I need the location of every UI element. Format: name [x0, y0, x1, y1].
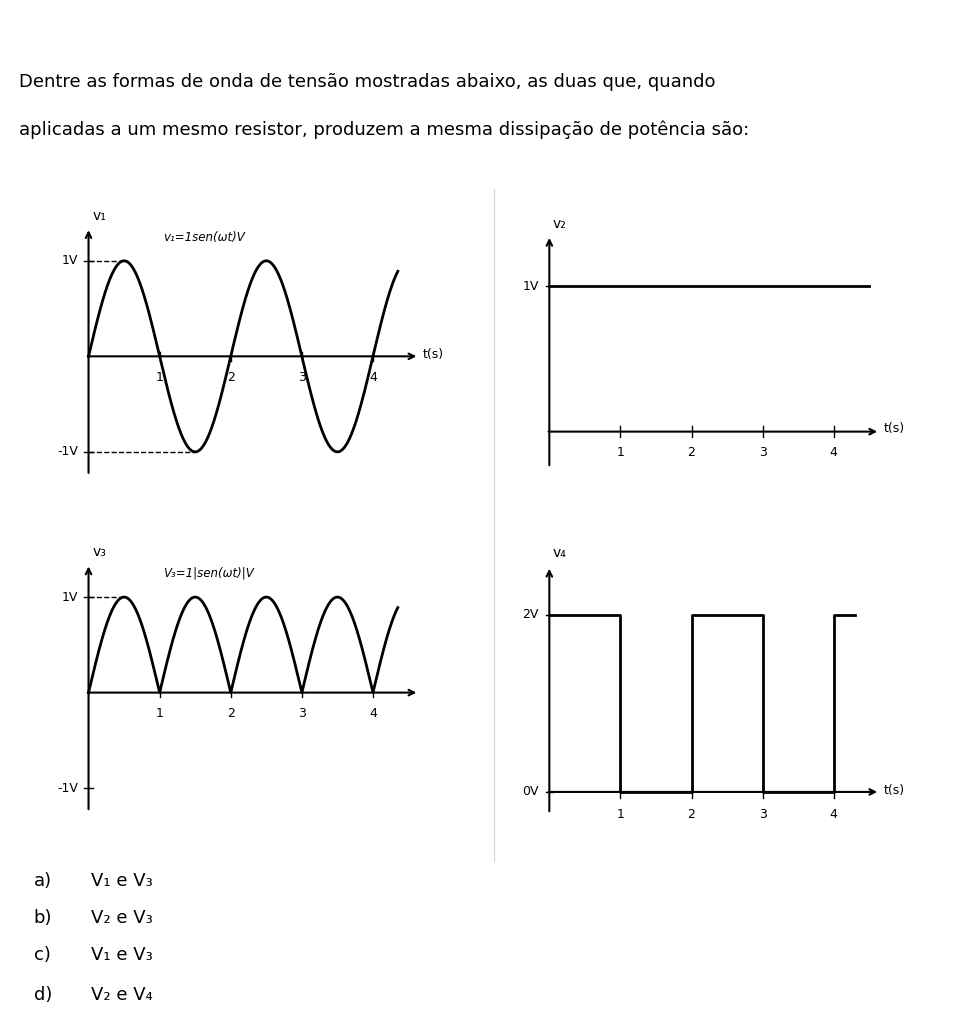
Text: aplicadas a um mesmo resistor, produzem a mesma dissipação de potência são:: aplicadas a um mesmo resistor, produzem … [19, 120, 749, 139]
Text: b): b) [34, 909, 52, 927]
Text: 4: 4 [369, 707, 377, 720]
Text: 1: 1 [616, 446, 624, 460]
Text: V₂ e V₄: V₂ e V₄ [91, 986, 153, 1005]
Text: t(s): t(s) [883, 784, 904, 797]
Text: V₃=1|sen(ωt)|V: V₃=1|sen(ωt)|V [163, 567, 254, 580]
Text: 2: 2 [227, 707, 234, 720]
Text: V₂ e V₃: V₂ e V₃ [91, 909, 153, 927]
Text: v₂: v₂ [553, 217, 566, 230]
Text: v₁: v₁ [92, 209, 106, 222]
Text: 4: 4 [369, 371, 377, 384]
Text: d): d) [34, 986, 52, 1005]
Text: 3: 3 [298, 371, 306, 384]
Text: 2: 2 [227, 371, 234, 384]
Text: 3: 3 [758, 446, 767, 460]
Text: 4: 4 [829, 808, 838, 821]
Text: 1V: 1V [61, 255, 78, 267]
Text: QUESTÃO 33: QUESTÃO 33 [20, 15, 166, 38]
Text: -1V: -1V [57, 445, 78, 459]
Text: t(s): t(s) [883, 422, 904, 435]
Text: v₁=1sen(ωt)V: v₁=1sen(ωt)V [163, 230, 245, 244]
Text: 3: 3 [758, 808, 767, 821]
Text: a): a) [34, 872, 52, 891]
Text: 1V: 1V [61, 591, 78, 603]
Text: 2: 2 [687, 808, 695, 821]
Text: v₃: v₃ [92, 545, 106, 558]
Text: V₁ e V₃: V₁ e V₃ [91, 872, 153, 891]
Text: v₄: v₄ [553, 546, 566, 559]
Text: 1: 1 [616, 808, 624, 821]
Text: 2: 2 [687, 446, 695, 460]
Text: -1V: -1V [57, 782, 78, 795]
Text: Dentre as formas de onda de tensão mostradas abaixo, as duas que, quando: Dentre as formas de onda de tensão mostr… [19, 72, 715, 91]
Text: 0V: 0V [522, 786, 539, 799]
Text: 1V: 1V [522, 279, 539, 292]
Text: 1: 1 [156, 707, 163, 720]
Text: 3: 3 [298, 707, 306, 720]
Text: V₁ e V₃: V₁ e V₃ [91, 946, 153, 964]
Text: c): c) [34, 946, 51, 964]
Text: t(s): t(s) [422, 347, 444, 361]
Text: 2V: 2V [522, 608, 539, 622]
Text: 1: 1 [156, 371, 163, 384]
Text: 4: 4 [829, 446, 838, 460]
